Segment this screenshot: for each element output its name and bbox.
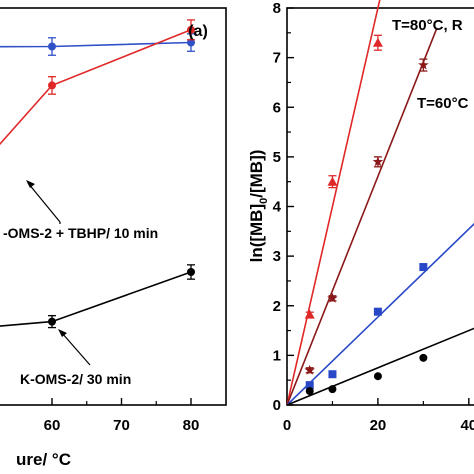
right-y-tick-label-4: 4 (273, 199, 282, 216)
right-y-tick-label-7: 7 (273, 50, 281, 67)
right-series-1-point-0 (304, 364, 315, 375)
right-series-2-point-2 (373, 307, 382, 316)
left-annotation-arrow-1 (27, 182, 61, 223)
left-series-0-point-1 (48, 42, 56, 51)
right-x-tick-label-0: 0 (283, 417, 291, 434)
right-y-tick-label-3: 3 (273, 248, 281, 265)
right-plot-frame (286, 7, 474, 406)
ylabel-part-2: /[MB]) (247, 150, 266, 198)
right-y-axis-title: ln([MB]0/[MB]) (247, 150, 270, 263)
right-y-tick-label-1: 1 (273, 347, 281, 364)
right-series-0-point-0 (304, 309, 315, 319)
right-annotation-80c: T=80°C, R (392, 17, 463, 34)
right-y-tick-label-5: 5 (273, 149, 281, 166)
right-annotation-60c: T=60°C (417, 95, 469, 112)
left-series-2-line (0, 271, 192, 327)
right-series-1-point-3 (418, 59, 429, 70)
right-y-tick-label-2: 2 (273, 298, 281, 315)
right-series-0-fit-line (286, 0, 381, 406)
left-series-2-point-2 (187, 268, 195, 277)
left-series-1-line (0, 29, 192, 146)
right-series-1-point-2 (372, 156, 384, 167)
left-annotation-arrowhead-1 (26, 180, 35, 188)
left-x-tick-label-70: 70 (113, 417, 130, 434)
right-series-0-point-2 (372, 37, 383, 47)
right-series-3-point-0 (305, 387, 314, 396)
right-series-2-point-0 (305, 381, 314, 390)
right-series-2-point-1 (328, 370, 337, 379)
left-annotation-tbhp: -OMS-2 + TBHP/ 10 min (3, 225, 158, 241)
right-y-tick-label-0: 0 (273, 397, 281, 414)
left-x-ticks: 60 70 80 (44, 398, 200, 434)
right-series-3-point-2 (373, 372, 382, 381)
right-x-tick-label-40: 40 (460, 417, 474, 434)
right-series-0-point-1 (327, 176, 338, 186)
right-series-1-fit-line (286, 27, 438, 406)
left-annotation-koms: K-OMS-2/ 30 min (20, 371, 131, 387)
left-annotation-arrowhead-2 (58, 329, 67, 337)
right-series-3-point-3 (419, 353, 428, 362)
right-series (286, 0, 474, 406)
left-x-axis-title: ure/ °C (16, 450, 71, 469)
left-series-1-point-1 (48, 81, 56, 90)
right-y-tick-label-8: 8 (273, 0, 281, 17)
left-plot-frame (0, 7, 227, 406)
right-y-tick-label-6: 6 (273, 99, 281, 116)
ylabel-subscript: 0 (258, 198, 270, 204)
left-series-0-line (0, 41, 192, 48)
right-axis-ticks: 0 1 2 3 4 5 6 7 8 0 20 40 (273, 0, 474, 434)
right-series-3-fit-line (286, 327, 474, 406)
left-series-2-point-1 (48, 317, 56, 326)
right-series-2-fit-line (286, 222, 474, 406)
right-series-3-point-1 (328, 385, 337, 394)
left-series-1-point-2 (187, 25, 195, 34)
left-x-tick-label-60: 60 (44, 417, 61, 434)
right-series-1-point-1 (327, 292, 338, 303)
left-panel: 60 70 80 (a) -OMS-2 + TBHP/ 10 min K-OMS-2… (0, 7, 227, 469)
left-panel-label: (a) (188, 23, 208, 40)
left-x-tick-label-80: 80 (183, 417, 200, 434)
left-series-0-point-2 (187, 38, 195, 47)
ylabel-part-1: ln([MB] (247, 204, 266, 263)
right-x-tick-label-20: 20 (370, 417, 387, 434)
left-series (0, 19, 195, 329)
left-annotation-arrow-2 (61, 332, 91, 366)
right-series-2-point-3 (419, 263, 428, 272)
